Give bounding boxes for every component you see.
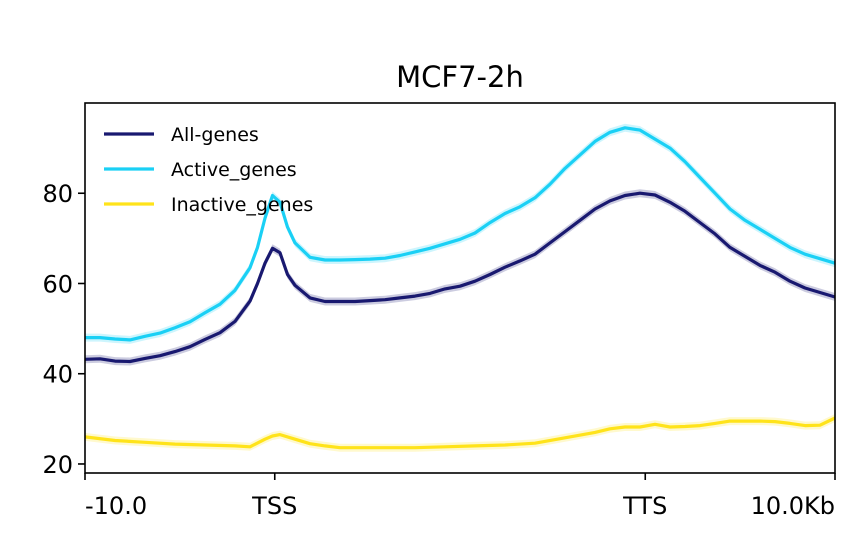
- inactive-genes-band: [85, 414, 835, 452]
- legend: All-genes Active_genes Inactive_genes: [104, 124, 313, 216]
- chart-title: MCF7-2h: [396, 60, 524, 94]
- y-tick-label: 20: [42, 451, 73, 479]
- legend-label: All-genes: [171, 124, 259, 146]
- y-tick-label: 80: [42, 180, 73, 208]
- x-tick-label: TSS: [251, 492, 297, 520]
- x-axis: -10.0 TSS TTS 10.0Kb: [84, 473, 836, 520]
- plot-frame: [84, 102, 836, 474]
- active-genes-band: [85, 123, 835, 344]
- x-tick-label: -10.0: [85, 492, 147, 520]
- y-tick-label: 40: [42, 361, 73, 389]
- series-lines: [84, 126, 836, 450]
- inactive-genes-line: [84, 416, 836, 450]
- confidence-bands: [85, 123, 835, 452]
- x-tick-label: 10.0Kb: [751, 492, 835, 520]
- active-genes-line: [85, 126, 836, 342]
- legend-label: Inactive_genes: [171, 194, 313, 216]
- y-axis: 20 40 60 80: [42, 180, 85, 479]
- y-tick-label: 60: [42, 270, 73, 298]
- all-genes-line: [84, 191, 836, 364]
- legend-label: Active_genes: [171, 159, 297, 181]
- x-tick-label: TTS: [622, 492, 667, 520]
